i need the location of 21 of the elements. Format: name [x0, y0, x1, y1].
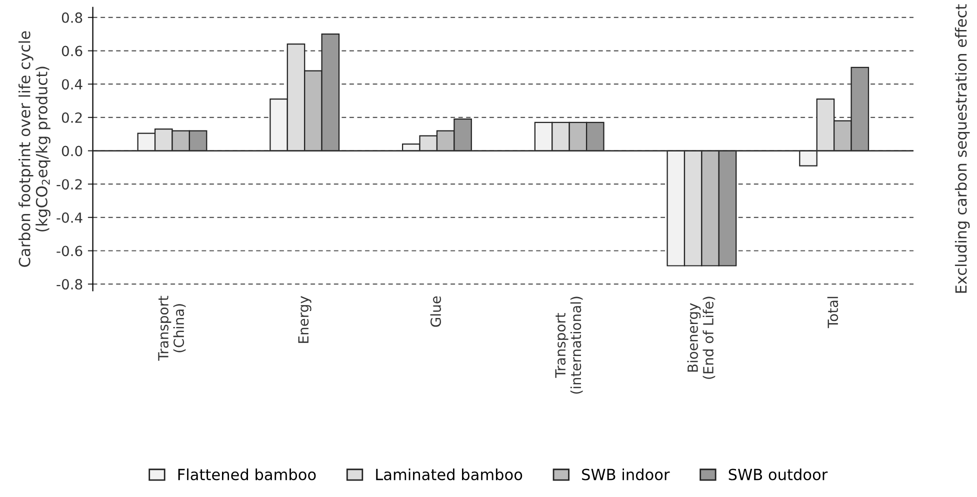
y-tick-label: -0.8 [56, 279, 82, 290]
y-axis-title: Carbon footprint over life cycle (kgCO$_{2}$eq/kg product) [18, 31, 50, 267]
x-tick-label: Bioenergy (End of Life) [687, 296, 716, 379]
y-tick-label: 0.8 [62, 12, 82, 23]
y-tick-label: -0.6 [56, 246, 82, 256]
legend-label: Laminated bamboo [376, 468, 522, 480]
x-tick-label: Glue [430, 296, 441, 327]
y-tick-label: 0.4 [62, 79, 82, 90]
y-tick-label: -0.2 [56, 179, 82, 190]
legend-label: SWB outdoor [728, 468, 828, 480]
legend-label: SWB indoor [582, 468, 670, 480]
x-tick-label: Transport (international) [555, 296, 583, 394]
y-tick-label: 0.6 [62, 46, 82, 56]
y2-axis-title: Excluding carbon sequestration effect [954, 4, 970, 293]
legend-label: Flattened bamboo [178, 468, 316, 480]
y-tick-label: 0.2 [62, 112, 82, 123]
y-tick-label: 0.0 [62, 146, 82, 156]
x-tick-label: Transport (China) [158, 296, 186, 361]
x-tick-label: Total [827, 296, 838, 328]
y-tick-label: -0.4 [56, 212, 82, 223]
x-tick-label: Energy [298, 296, 312, 343]
